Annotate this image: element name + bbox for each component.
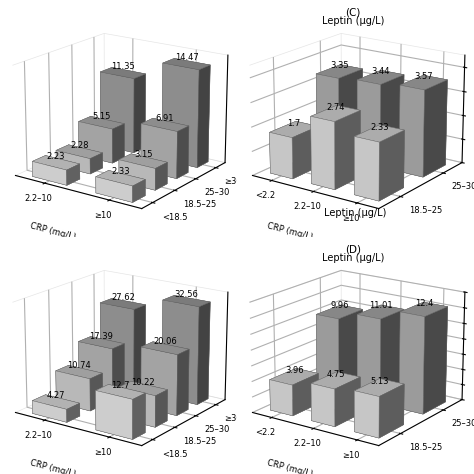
- Text: Leptin (μg/L): Leptin (μg/L): [322, 16, 384, 26]
- Text: ≥30: ≥30: [242, 299, 259, 308]
- Text: 25–30: 25–30: [242, 323, 267, 331]
- X-axis label: CRP (mg/L): CRP (mg/L): [29, 458, 77, 474]
- Text: 18.5–25: 18.5–25: [242, 109, 275, 118]
- Text: Leptin (μg/L): Leptin (μg/L): [324, 208, 387, 218]
- Text: (D): (D): [345, 244, 361, 254]
- X-axis label: CRP (mg/L): CRP (mg/L): [266, 458, 314, 474]
- Text: ≥30: ≥30: [242, 62, 259, 71]
- Text: BMI
(kg/m²): BMI (kg/m²): [242, 270, 276, 289]
- Text: <18.5: <18.5: [242, 133, 267, 142]
- Text: 25–30: 25–30: [242, 86, 267, 94]
- Text: Leptin (μg/L): Leptin (μg/L): [322, 253, 384, 263]
- Text: (C): (C): [346, 7, 361, 17]
- Text: 18.5–25: 18.5–25: [242, 346, 275, 355]
- X-axis label: CRP (mg/L): CRP (mg/L): [29, 221, 77, 241]
- X-axis label: CRP (mg/L): CRP (mg/L): [266, 221, 314, 241]
- Text: <18.5: <18.5: [242, 370, 267, 379]
- Text: BMI
(kg/m²): BMI (kg/m²): [242, 33, 276, 52]
